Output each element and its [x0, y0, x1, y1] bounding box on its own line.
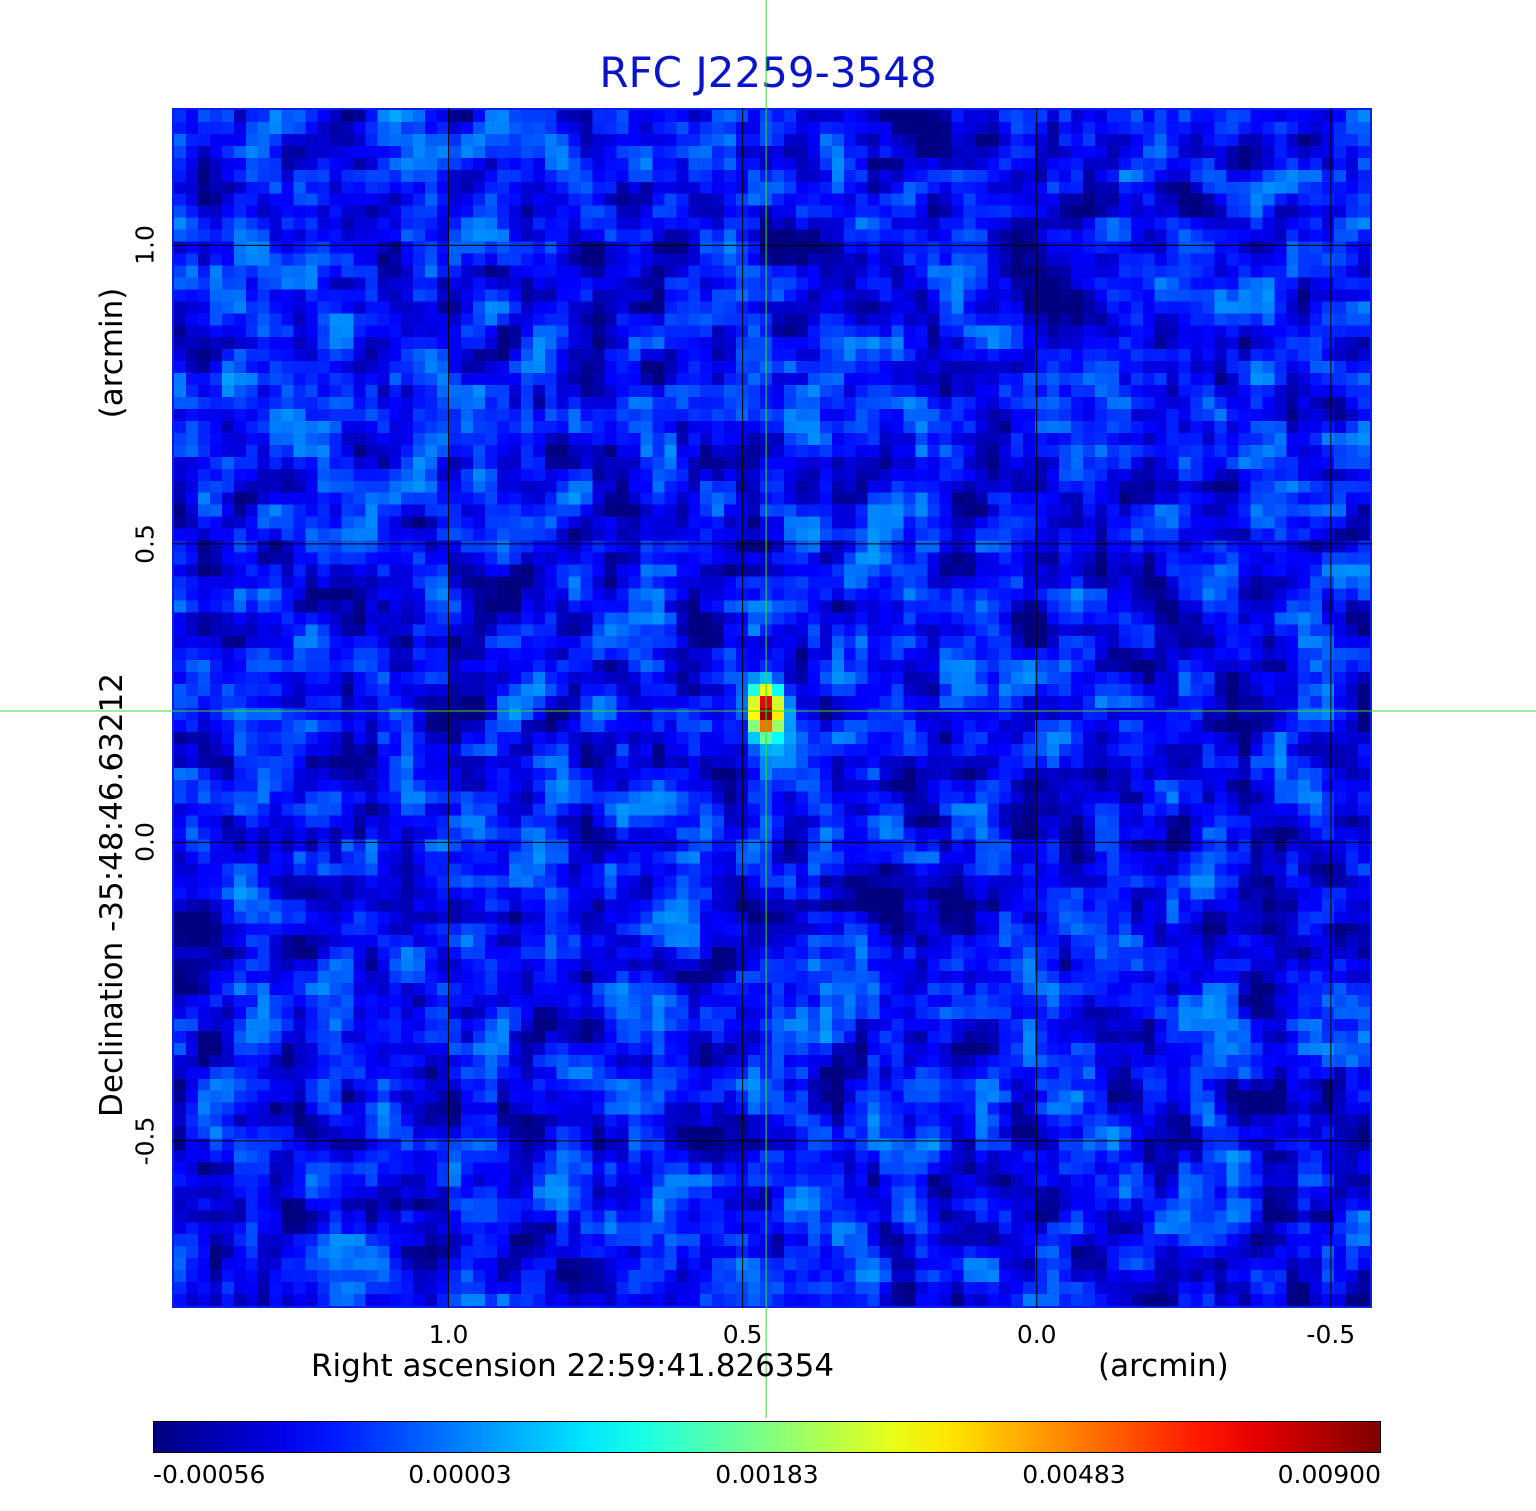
x-axis-unit: (arcmin)	[1098, 1348, 1229, 1384]
x-axis-label: Right ascension 22:59:41.826354	[311, 1348, 835, 1384]
intensity-map[interactable]	[174, 110, 1370, 1306]
colorbar-tick-label: 0.00483	[1022, 1460, 1126, 1489]
y-tick-label: 1.0	[130, 225, 160, 266]
x-tick-label: 0.0	[1016, 1320, 1057, 1349]
y-axis-label: Declination -35:48:46.63212	[94, 673, 130, 1117]
colorbar-tick-label: 0.00900	[1277, 1460, 1381, 1489]
x-tick-label: -0.5	[1306, 1320, 1356, 1349]
colorbar-tick-label: -0.00056	[153, 1460, 266, 1489]
colorbar-tick-label: 0.00183	[715, 1460, 819, 1489]
x-tick-label: 1.0	[428, 1320, 469, 1349]
image-frame	[172, 108, 1372, 1308]
colorbar-tick-label: 0.00003	[408, 1460, 512, 1489]
chart-title: RFC J2259-3548	[599, 48, 937, 97]
y-tick-label: 0.5	[130, 523, 160, 564]
y-axis-unit: (arcmin)	[94, 287, 130, 419]
y-tick-label: -0.5	[130, 1116, 160, 1166]
colorbar	[153, 1421, 1381, 1453]
y-tick-label: 0.0	[130, 822, 160, 863]
x-tick-label: 0.5	[722, 1320, 763, 1349]
